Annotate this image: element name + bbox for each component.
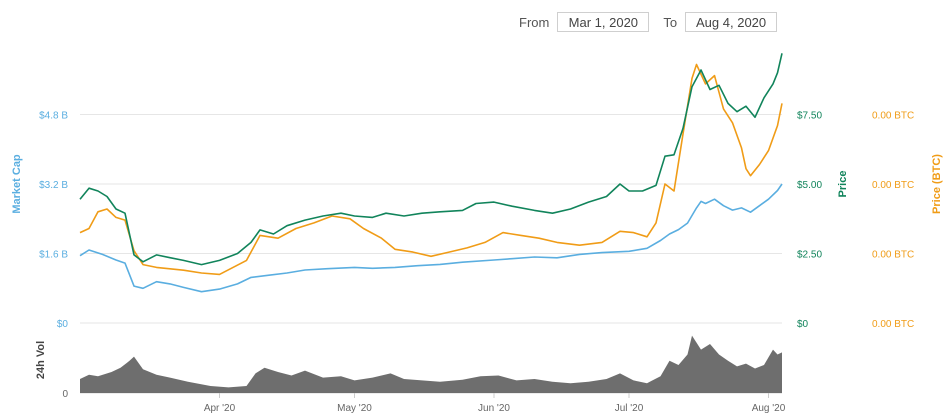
price-btc-axis-title: Price (BTC) — [931, 154, 943, 214]
price-tick: $7.50 — [797, 111, 822, 122]
x-tick-label: Aug '20 — [752, 403, 786, 414]
from-label: From — [519, 14, 550, 30]
volume-axis-title: 24h Vol — [35, 341, 47, 379]
to-date-input[interactable] — [685, 12, 778, 32]
price-line — [79, 53, 783, 266]
market-cap-axis-title: Market Cap — [11, 154, 23, 214]
price-axis-title: Price — [837, 171, 849, 198]
price-btc-tick: 0.00 BTC — [872, 111, 914, 122]
price-btc-tick: 0.00 BTC — [872, 180, 914, 191]
x-tick-label: Jul '20 — [615, 403, 644, 414]
market-cap-tick: $0 — [57, 319, 69, 330]
to-label: To — [663, 14, 678, 30]
x-tick-label: Apr '20 — [204, 403, 236, 414]
market-cap-line — [79, 183, 783, 293]
price-tick: $2.50 — [797, 250, 822, 261]
price-btc-tick: 0.00 BTC — [872, 319, 914, 330]
x-tick-label: May '20 — [337, 403, 372, 414]
market-cap-tick: $4.8 B — [39, 111, 68, 122]
axis-ticks: $0 $0 0.00 BTC $1.6 B $2.50 0.00 BTC $3.2 B $5.… — [39, 111, 914, 415]
price-btc-tick: 0.00 BTC — [872, 250, 914, 261]
date-range-selector: From To — [519, 11, 791, 33]
series-lines — [79, 53, 783, 293]
price-tick: $0 — [797, 319, 809, 330]
volume-panel — [80, 335, 782, 393]
price-tick: $5.00 — [797, 180, 822, 191]
market-cap-tick: $1.6 B — [39, 250, 68, 261]
from-date-input[interactable] — [557, 12, 650, 32]
volume-area — [80, 335, 782, 393]
price-btc-line — [79, 63, 783, 276]
market-cap-tick: $3.2 B — [39, 180, 68, 191]
x-tick-label: Jun '20 — [478, 403, 510, 414]
volume-tick: 0 — [62, 389, 68, 400]
